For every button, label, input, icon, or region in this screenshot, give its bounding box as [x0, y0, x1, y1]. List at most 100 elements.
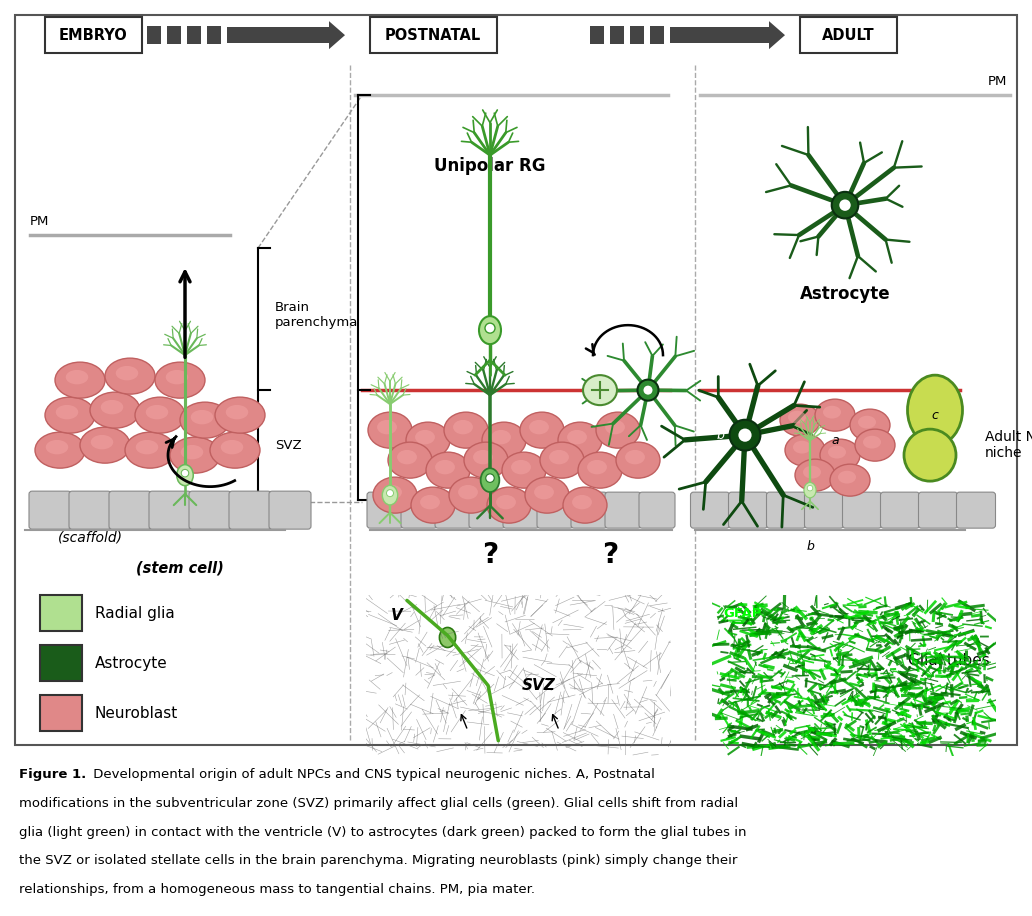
Ellipse shape: [788, 410, 806, 423]
Ellipse shape: [90, 392, 140, 428]
Ellipse shape: [535, 485, 554, 499]
Ellipse shape: [453, 420, 473, 434]
Ellipse shape: [780, 404, 820, 436]
FancyBboxPatch shape: [571, 492, 607, 529]
FancyBboxPatch shape: [537, 492, 573, 529]
Bar: [227, 27, 329, 43]
Ellipse shape: [529, 420, 549, 434]
FancyBboxPatch shape: [605, 492, 641, 529]
Ellipse shape: [605, 420, 625, 434]
Bar: [650, 27, 664, 44]
Ellipse shape: [66, 370, 89, 385]
FancyBboxPatch shape: [918, 492, 958, 529]
Ellipse shape: [511, 460, 530, 474]
Text: Neuroblast: Neuroblast: [95, 705, 179, 721]
Ellipse shape: [80, 427, 130, 463]
Ellipse shape: [820, 439, 860, 471]
Ellipse shape: [420, 495, 440, 509]
Ellipse shape: [155, 362, 205, 398]
FancyBboxPatch shape: [469, 492, 505, 529]
Ellipse shape: [45, 398, 95, 433]
Ellipse shape: [397, 450, 417, 464]
Bar: [590, 27, 604, 44]
Ellipse shape: [209, 432, 260, 468]
Text: POSTNATAL: POSTNATAL: [385, 27, 481, 43]
FancyBboxPatch shape: [269, 491, 311, 529]
Ellipse shape: [464, 442, 508, 478]
Ellipse shape: [850, 409, 890, 442]
Ellipse shape: [479, 316, 501, 344]
Text: SVZ: SVZ: [522, 678, 556, 693]
Bar: [670, 27, 769, 43]
Text: b: b: [716, 429, 723, 442]
FancyBboxPatch shape: [69, 491, 111, 529]
Text: Unipolar RG: Unipolar RG: [434, 158, 546, 175]
Ellipse shape: [486, 474, 494, 483]
Ellipse shape: [596, 412, 640, 448]
Ellipse shape: [795, 459, 835, 491]
Ellipse shape: [436, 460, 455, 474]
Ellipse shape: [644, 386, 652, 395]
FancyBboxPatch shape: [880, 492, 920, 529]
Text: glia (light green) in contact with the ventricle (V) to astrocytes (dark green) : glia (light green) in contact with the v…: [19, 825, 746, 839]
Ellipse shape: [487, 487, 531, 523]
FancyBboxPatch shape: [957, 492, 996, 529]
Ellipse shape: [105, 358, 155, 394]
FancyBboxPatch shape: [690, 492, 730, 529]
Ellipse shape: [830, 464, 870, 496]
Ellipse shape: [135, 398, 185, 433]
Ellipse shape: [125, 432, 175, 468]
FancyBboxPatch shape: [189, 491, 231, 529]
Bar: [167, 27, 181, 44]
Ellipse shape: [473, 450, 493, 464]
Ellipse shape: [793, 441, 811, 453]
Polygon shape: [329, 21, 345, 49]
Ellipse shape: [388, 442, 432, 478]
Ellipse shape: [838, 471, 856, 484]
FancyBboxPatch shape: [369, 17, 496, 53]
Text: b: b: [806, 540, 814, 553]
Ellipse shape: [426, 453, 470, 488]
Bar: [610, 27, 624, 44]
Ellipse shape: [496, 495, 516, 509]
Ellipse shape: [377, 420, 397, 434]
Ellipse shape: [170, 437, 220, 474]
Text: V: V: [391, 608, 402, 623]
Ellipse shape: [180, 402, 230, 438]
Text: the SVZ or isolated stellate cells in the brain parenchyma. Migrating neuroblast: the SVZ or isolated stellate cells in th…: [19, 855, 737, 867]
FancyBboxPatch shape: [729, 492, 768, 529]
Ellipse shape: [226, 405, 249, 420]
Ellipse shape: [823, 406, 841, 419]
Ellipse shape: [587, 460, 607, 474]
Text: ?: ?: [482, 541, 498, 569]
Ellipse shape: [578, 453, 622, 488]
Ellipse shape: [181, 445, 203, 459]
Text: (scaffold): (scaffold): [58, 530, 123, 544]
Text: GFAP: GFAP: [723, 606, 762, 619]
FancyBboxPatch shape: [149, 491, 191, 529]
Ellipse shape: [863, 436, 881, 449]
Text: ADULT: ADULT: [821, 27, 874, 43]
Bar: [147, 27, 161, 44]
Ellipse shape: [572, 495, 592, 509]
Text: PM: PM: [30, 215, 50, 228]
Text: Astrocyte: Astrocyte: [800, 285, 891, 303]
Bar: [40, 645, 82, 682]
Text: Brain
parenchyma: Brain parenchyma: [275, 301, 358, 329]
Ellipse shape: [638, 379, 658, 400]
FancyBboxPatch shape: [639, 492, 675, 529]
Ellipse shape: [491, 430, 511, 444]
Ellipse shape: [136, 440, 158, 454]
Text: modifications in the subventricular zone (SVZ) primarily affect glial cells (gre: modifications in the subventricular zone…: [19, 797, 738, 810]
Ellipse shape: [406, 422, 450, 458]
Ellipse shape: [415, 430, 434, 444]
Ellipse shape: [101, 400, 123, 414]
Ellipse shape: [549, 450, 569, 464]
Bar: [187, 27, 201, 44]
Ellipse shape: [55, 362, 105, 398]
Ellipse shape: [182, 469, 189, 477]
FancyBboxPatch shape: [503, 492, 539, 529]
Ellipse shape: [91, 435, 114, 450]
Bar: [40, 595, 82, 631]
Text: SVZ: SVZ: [275, 439, 301, 452]
